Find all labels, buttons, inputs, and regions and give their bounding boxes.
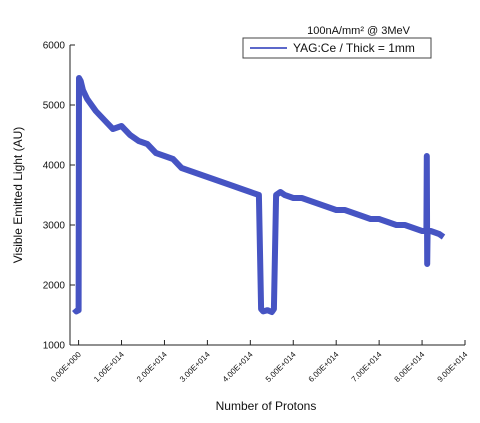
legend-label: YAG:Ce / Thick = 1mm [293, 41, 415, 55]
series-line-yag-ce [72, 75, 446, 315]
text-layer: 100nA/mm² @ 3MeV Number of Protons Visib… [11, 25, 411, 413]
x-tick-label: 5.00E+014 [264, 350, 298, 384]
x-tick-label: 9.00E+014 [436, 350, 470, 384]
chart-subtitle: 100nA/mm² @ 3MeV [307, 25, 411, 37]
x-tick-label: 0.00E+000 [49, 350, 83, 384]
legend-box [242, 37, 432, 59]
y-axis-title: Visible Emitted Light (AU) [11, 127, 25, 264]
x-tick-label: 4.00E+014 [221, 350, 255, 384]
legend: YAG:Ce / Thick = 1mm [242, 37, 432, 59]
y-tick-label: 4000 [43, 161, 66, 172]
y-tick-label: 3000 [43, 221, 66, 232]
x-tick-label: 1.00E+014 [92, 350, 126, 384]
x-tick-label: 6.00E+014 [307, 350, 341, 384]
x-tick-label: 7.00E+014 [350, 350, 384, 384]
x-tick-label: 3.00E+014 [178, 350, 212, 384]
y-tick-label: 1000 [43, 341, 66, 352]
y-tick-label: 6000 [43, 41, 66, 52]
y-tick-label: 2000 [43, 281, 66, 292]
x-axis-title: Number of Protons [216, 399, 317, 413]
x-tick-label: 2.00E+014 [135, 350, 169, 384]
series-layer [72, 75, 446, 315]
y-tick-label: 5000 [43, 101, 66, 112]
x-tick-label: 8.00E+014 [393, 350, 427, 384]
